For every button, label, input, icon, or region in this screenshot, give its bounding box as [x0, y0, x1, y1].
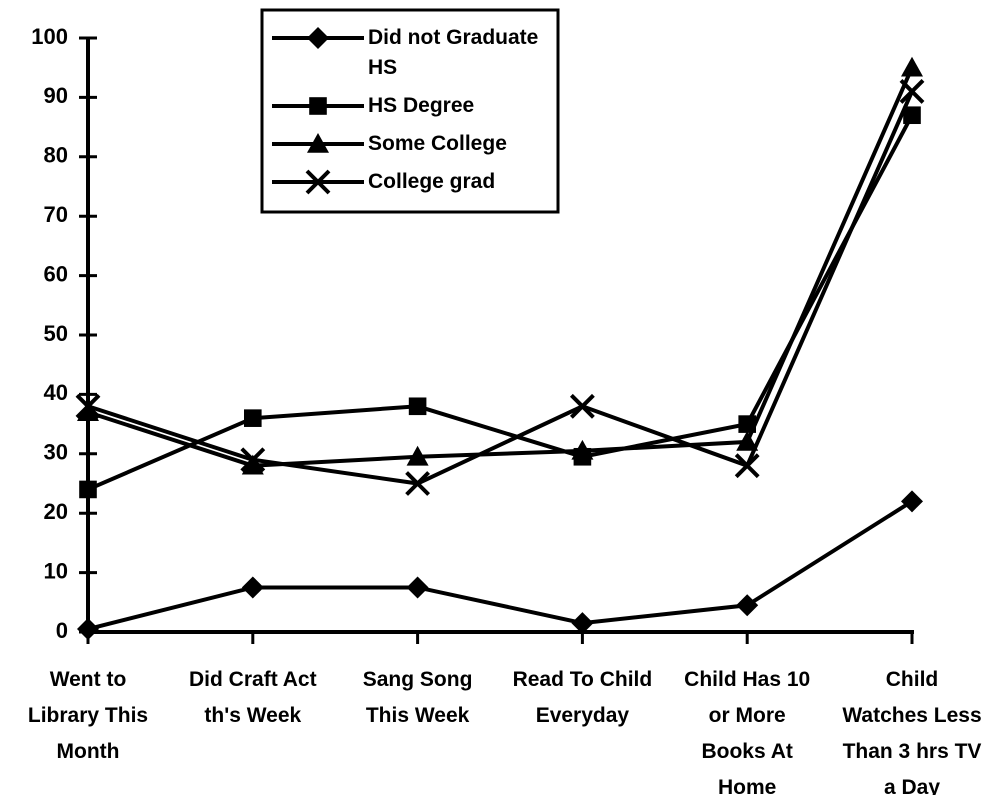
marker [241, 576, 264, 599]
series-line [87, 114, 914, 492]
marker [79, 480, 97, 499]
y-tick-label: 30 [44, 440, 68, 465]
marker [406, 445, 429, 466]
legend-marker [307, 27, 329, 49]
y-tick-label: 10 [44, 558, 68, 583]
x-tick-label: Child Has 10 or More Books At Home [684, 668, 811, 795]
series-line [87, 66, 914, 468]
marker [241, 454, 264, 475]
legend-label: Did not Graduate HS [368, 26, 539, 79]
series-line [87, 499, 914, 631]
y-tick-label: 40 [44, 380, 68, 405]
marker [734, 453, 760, 479]
y-tick-label: 80 [44, 143, 68, 168]
marker [736, 430, 759, 451]
marker [903, 106, 921, 125]
marker [408, 397, 427, 416]
marker [75, 393, 101, 419]
y-tick-label: 90 [44, 83, 68, 108]
series-line [87, 90, 914, 486]
marker [736, 594, 759, 617]
marker [77, 401, 99, 422]
marker [899, 79, 925, 104]
y-tick-label: 20 [44, 499, 68, 524]
y-tick-label: 50 [44, 321, 68, 346]
legend-label: Some College [368, 132, 507, 155]
x-tick-label: Sang Song This Week [362, 668, 473, 727]
y-tick-label: 70 [44, 202, 68, 227]
marker [901, 490, 923, 513]
legend-marker [307, 133, 329, 153]
y-tick-label: 100 [31, 24, 68, 49]
marker [244, 409, 262, 427]
marker [405, 471, 431, 496]
x-tick-label: Child Watches Less Than 3 hrs TV a Day [842, 668, 982, 795]
marker [77, 618, 99, 641]
legend-label: College grad [368, 170, 496, 193]
y-tick-label: 60 [44, 261, 68, 286]
marker [901, 56, 923, 77]
x-tick-label: Went to Library This Month [27, 668, 149, 763]
marker [571, 612, 594, 635]
marker [569, 393, 595, 419]
marker [571, 439, 594, 460]
marker [406, 576, 429, 599]
x-tick-label: Read To Child Everyday [512, 668, 653, 727]
legend-marker [305, 169, 331, 195]
x-tick-label: Did Craft Act th's Week [189, 668, 317, 727]
marker [240, 447, 266, 473]
legend-marker [309, 97, 327, 115]
legend-label: HS Degree [368, 94, 475, 117]
y-tick-label: 0 [56, 618, 68, 643]
